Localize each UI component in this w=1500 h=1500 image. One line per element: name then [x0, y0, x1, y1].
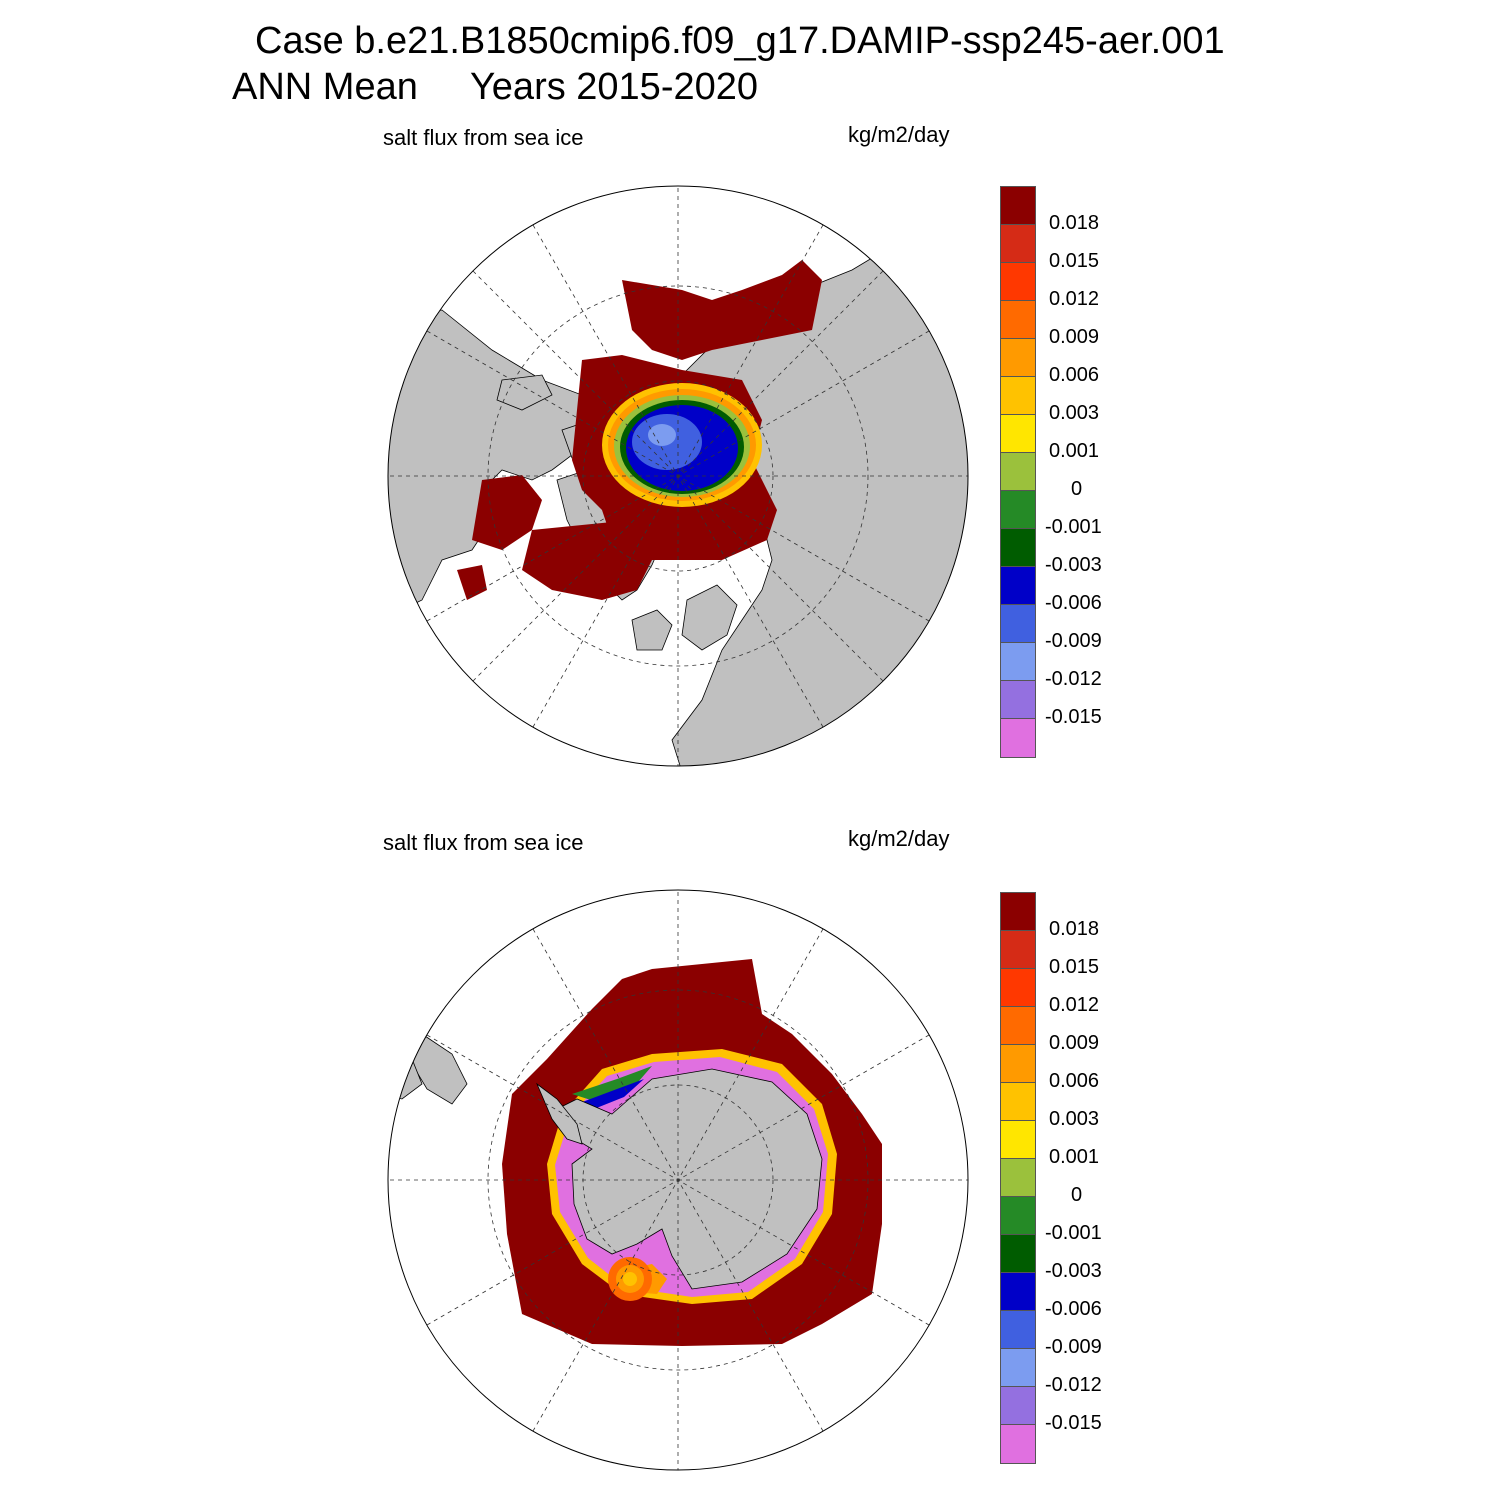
- colorbar-swatch: [1001, 1235, 1035, 1273]
- figure-title: Case b.e21.B1850cmip6.f09_g17.DAMIP-ssp2…: [255, 20, 1225, 62]
- colorbar-south: [1000, 892, 1036, 1464]
- colorbar-swatch: [1001, 1007, 1035, 1045]
- colorbar-swatch: [1001, 453, 1035, 491]
- colorbar-tick-label: 0.006: [1049, 364, 1100, 386]
- colorbar-swatch: [1001, 969, 1035, 1007]
- colorbar-swatch: [1001, 187, 1035, 225]
- colorbar-tick-label: 0.009: [1049, 326, 1100, 348]
- panel-south-variable-label: salt flux from sea ice: [383, 830, 584, 855]
- colorbar-swatch: [1001, 605, 1035, 643]
- colorbar-swatch: [1001, 893, 1035, 931]
- colorbar-tick-label: -0.012: [1045, 1374, 1102, 1396]
- panel-south-units-label: kg/m2/day: [848, 826, 950, 851]
- colorbar-tick-label: 0.018: [1049, 212, 1100, 234]
- colorbar-tick-label: 0.006: [1049, 1070, 1100, 1092]
- south-polar-map: [387, 889, 969, 1471]
- colorbar-swatch: [1001, 529, 1035, 567]
- graticule-north: [388, 186, 968, 766]
- colorbar-swatch: [1001, 567, 1035, 605]
- colorbar-swatch: [1001, 1311, 1035, 1349]
- colorbar-tick-label: 0.018: [1049, 918, 1100, 940]
- colorbar-swatch: [1001, 1121, 1035, 1159]
- panel-north-units-label: kg/m2/day: [848, 122, 950, 147]
- colorbar-tick-label: 0.015: [1049, 250, 1100, 272]
- colorbar-swatch: [1001, 1159, 1035, 1197]
- map-border-south: [387, 889, 969, 1471]
- graticule-south: [388, 890, 968, 1470]
- colorbar-tick-label: -0.001: [1045, 1222, 1102, 1244]
- colorbar-swatch: [1001, 719, 1035, 757]
- colorbar-tick-label: 0: [1071, 1184, 1083, 1206]
- colorbar-swatch: [1001, 377, 1035, 415]
- sea-ice-north: [602, 383, 762, 507]
- colorbar-tick-label: -0.009: [1045, 1336, 1102, 1358]
- colorbar-tick-label: 0.003: [1049, 1108, 1100, 1130]
- colorbar-tick-label: -0.012: [1045, 668, 1102, 690]
- colorbar-swatch: [1001, 1045, 1035, 1083]
- colorbar-tick-label: -0.003: [1045, 1260, 1102, 1282]
- colorbar-tick-label: 0.001: [1049, 1146, 1100, 1168]
- colorbar-swatch: [1001, 1197, 1035, 1235]
- colorbar-swatch: [1001, 225, 1035, 263]
- colorbar-swatch: [1001, 1349, 1035, 1387]
- colorbar-swatch: [1001, 415, 1035, 453]
- map-border-north: [387, 185, 969, 767]
- colorbar-tick-label: 0.012: [1049, 288, 1100, 310]
- colorbar-swatch: [1001, 339, 1035, 377]
- colorbar-tick-label: -0.009: [1045, 630, 1102, 652]
- colorbar-swatch: [1001, 681, 1035, 719]
- colorbar-swatch: [1001, 491, 1035, 529]
- colorbar-swatch: [1001, 1273, 1035, 1311]
- colorbar-north: [1000, 186, 1036, 758]
- land-antarctic-peninsula: [536, 1082, 583, 1145]
- figure-subtitle: ANN Mean Years 2015-2020: [232, 66, 759, 108]
- colorbar-tick-label: 0.012: [1049, 994, 1100, 1016]
- colorbar-swatch: [1001, 1387, 1035, 1425]
- colorbar-tick-label: -0.006: [1045, 1298, 1102, 1320]
- colorbar-tick-label: -0.006: [1045, 592, 1102, 614]
- colorbar-tick-label: 0.015: [1049, 956, 1100, 978]
- colorbar-tick-label: 0.009: [1049, 1032, 1100, 1054]
- colorbar-tick-label: 0.001: [1049, 440, 1100, 462]
- colorbar-tick-label: 0: [1071, 478, 1083, 500]
- colorbar-tick-label: 0.003: [1049, 402, 1100, 424]
- colorbar-swatch: [1001, 643, 1035, 681]
- colorbar-tick-label: -0.001: [1045, 516, 1102, 538]
- north-polar-map: [387, 185, 969, 767]
- colorbar-swatch: [1001, 931, 1035, 969]
- colorbar-tick-label: -0.003: [1045, 554, 1102, 576]
- panel-north-variable-label: salt flux from sea ice: [383, 125, 584, 150]
- colorbar-swatch: [1001, 1083, 1035, 1121]
- land-north: [388, 239, 968, 766]
- colorbar-swatch: [1001, 1425, 1035, 1463]
- colorbar-tick-label: -0.015: [1045, 1412, 1102, 1434]
- colorbar-swatch: [1001, 301, 1035, 339]
- colorbar-swatch: [1001, 263, 1035, 301]
- colorbar-tick-label: -0.015: [1045, 706, 1102, 728]
